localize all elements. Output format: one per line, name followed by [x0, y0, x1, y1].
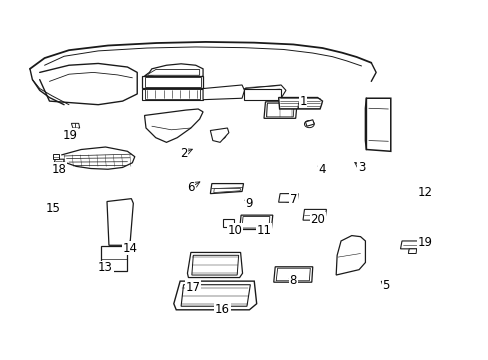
Text: 6: 6 [187, 181, 194, 194]
Polygon shape [264, 102, 297, 118]
Text: 12: 12 [417, 186, 431, 199]
Polygon shape [335, 235, 365, 275]
Polygon shape [266, 103, 294, 117]
Polygon shape [101, 246, 127, 271]
Polygon shape [107, 199, 133, 245]
Polygon shape [173, 281, 256, 310]
Text: 1: 1 [299, 95, 306, 108]
Text: 4: 4 [318, 163, 325, 176]
Polygon shape [144, 64, 203, 81]
Polygon shape [187, 252, 242, 278]
Text: 19: 19 [62, 129, 77, 142]
Polygon shape [71, 123, 80, 128]
Text: 10: 10 [227, 224, 242, 237]
Text: 11: 11 [256, 224, 271, 237]
Polygon shape [148, 69, 199, 75]
Polygon shape [278, 194, 298, 202]
Text: 20: 20 [309, 213, 325, 226]
Polygon shape [244, 85, 285, 100]
Text: 19: 19 [417, 236, 431, 249]
Text: 15: 15 [46, 202, 61, 215]
Text: 5: 5 [382, 279, 389, 292]
Polygon shape [303, 210, 326, 220]
Polygon shape [210, 184, 243, 194]
Polygon shape [144, 89, 199, 99]
Text: 18: 18 [52, 163, 66, 176]
Text: 14: 14 [122, 242, 137, 255]
Polygon shape [305, 120, 314, 126]
Polygon shape [144, 109, 203, 142]
Polygon shape [222, 220, 233, 227]
Text: 7: 7 [289, 193, 296, 206]
Text: 9: 9 [245, 197, 253, 210]
Polygon shape [407, 249, 416, 253]
Text: 3: 3 [357, 161, 365, 174]
Polygon shape [242, 217, 269, 228]
Polygon shape [142, 89, 203, 100]
Text: 8: 8 [289, 274, 296, 287]
Polygon shape [400, 241, 419, 249]
Polygon shape [53, 159, 64, 166]
Polygon shape [239, 215, 272, 229]
Text: 17: 17 [185, 281, 201, 294]
Polygon shape [53, 154, 59, 159]
Polygon shape [210, 128, 228, 142]
Polygon shape [213, 189, 240, 193]
Text: 2: 2 [180, 147, 187, 159]
Text: 13: 13 [98, 261, 113, 274]
Polygon shape [278, 98, 322, 109]
Polygon shape [144, 77, 200, 87]
Polygon shape [244, 89, 281, 100]
Polygon shape [203, 85, 244, 100]
Text: 16: 16 [215, 303, 229, 316]
Polygon shape [191, 255, 238, 275]
Polygon shape [276, 268, 310, 281]
Polygon shape [181, 285, 250, 306]
Polygon shape [142, 76, 203, 88]
Polygon shape [273, 267, 312, 282]
Polygon shape [366, 98, 390, 151]
